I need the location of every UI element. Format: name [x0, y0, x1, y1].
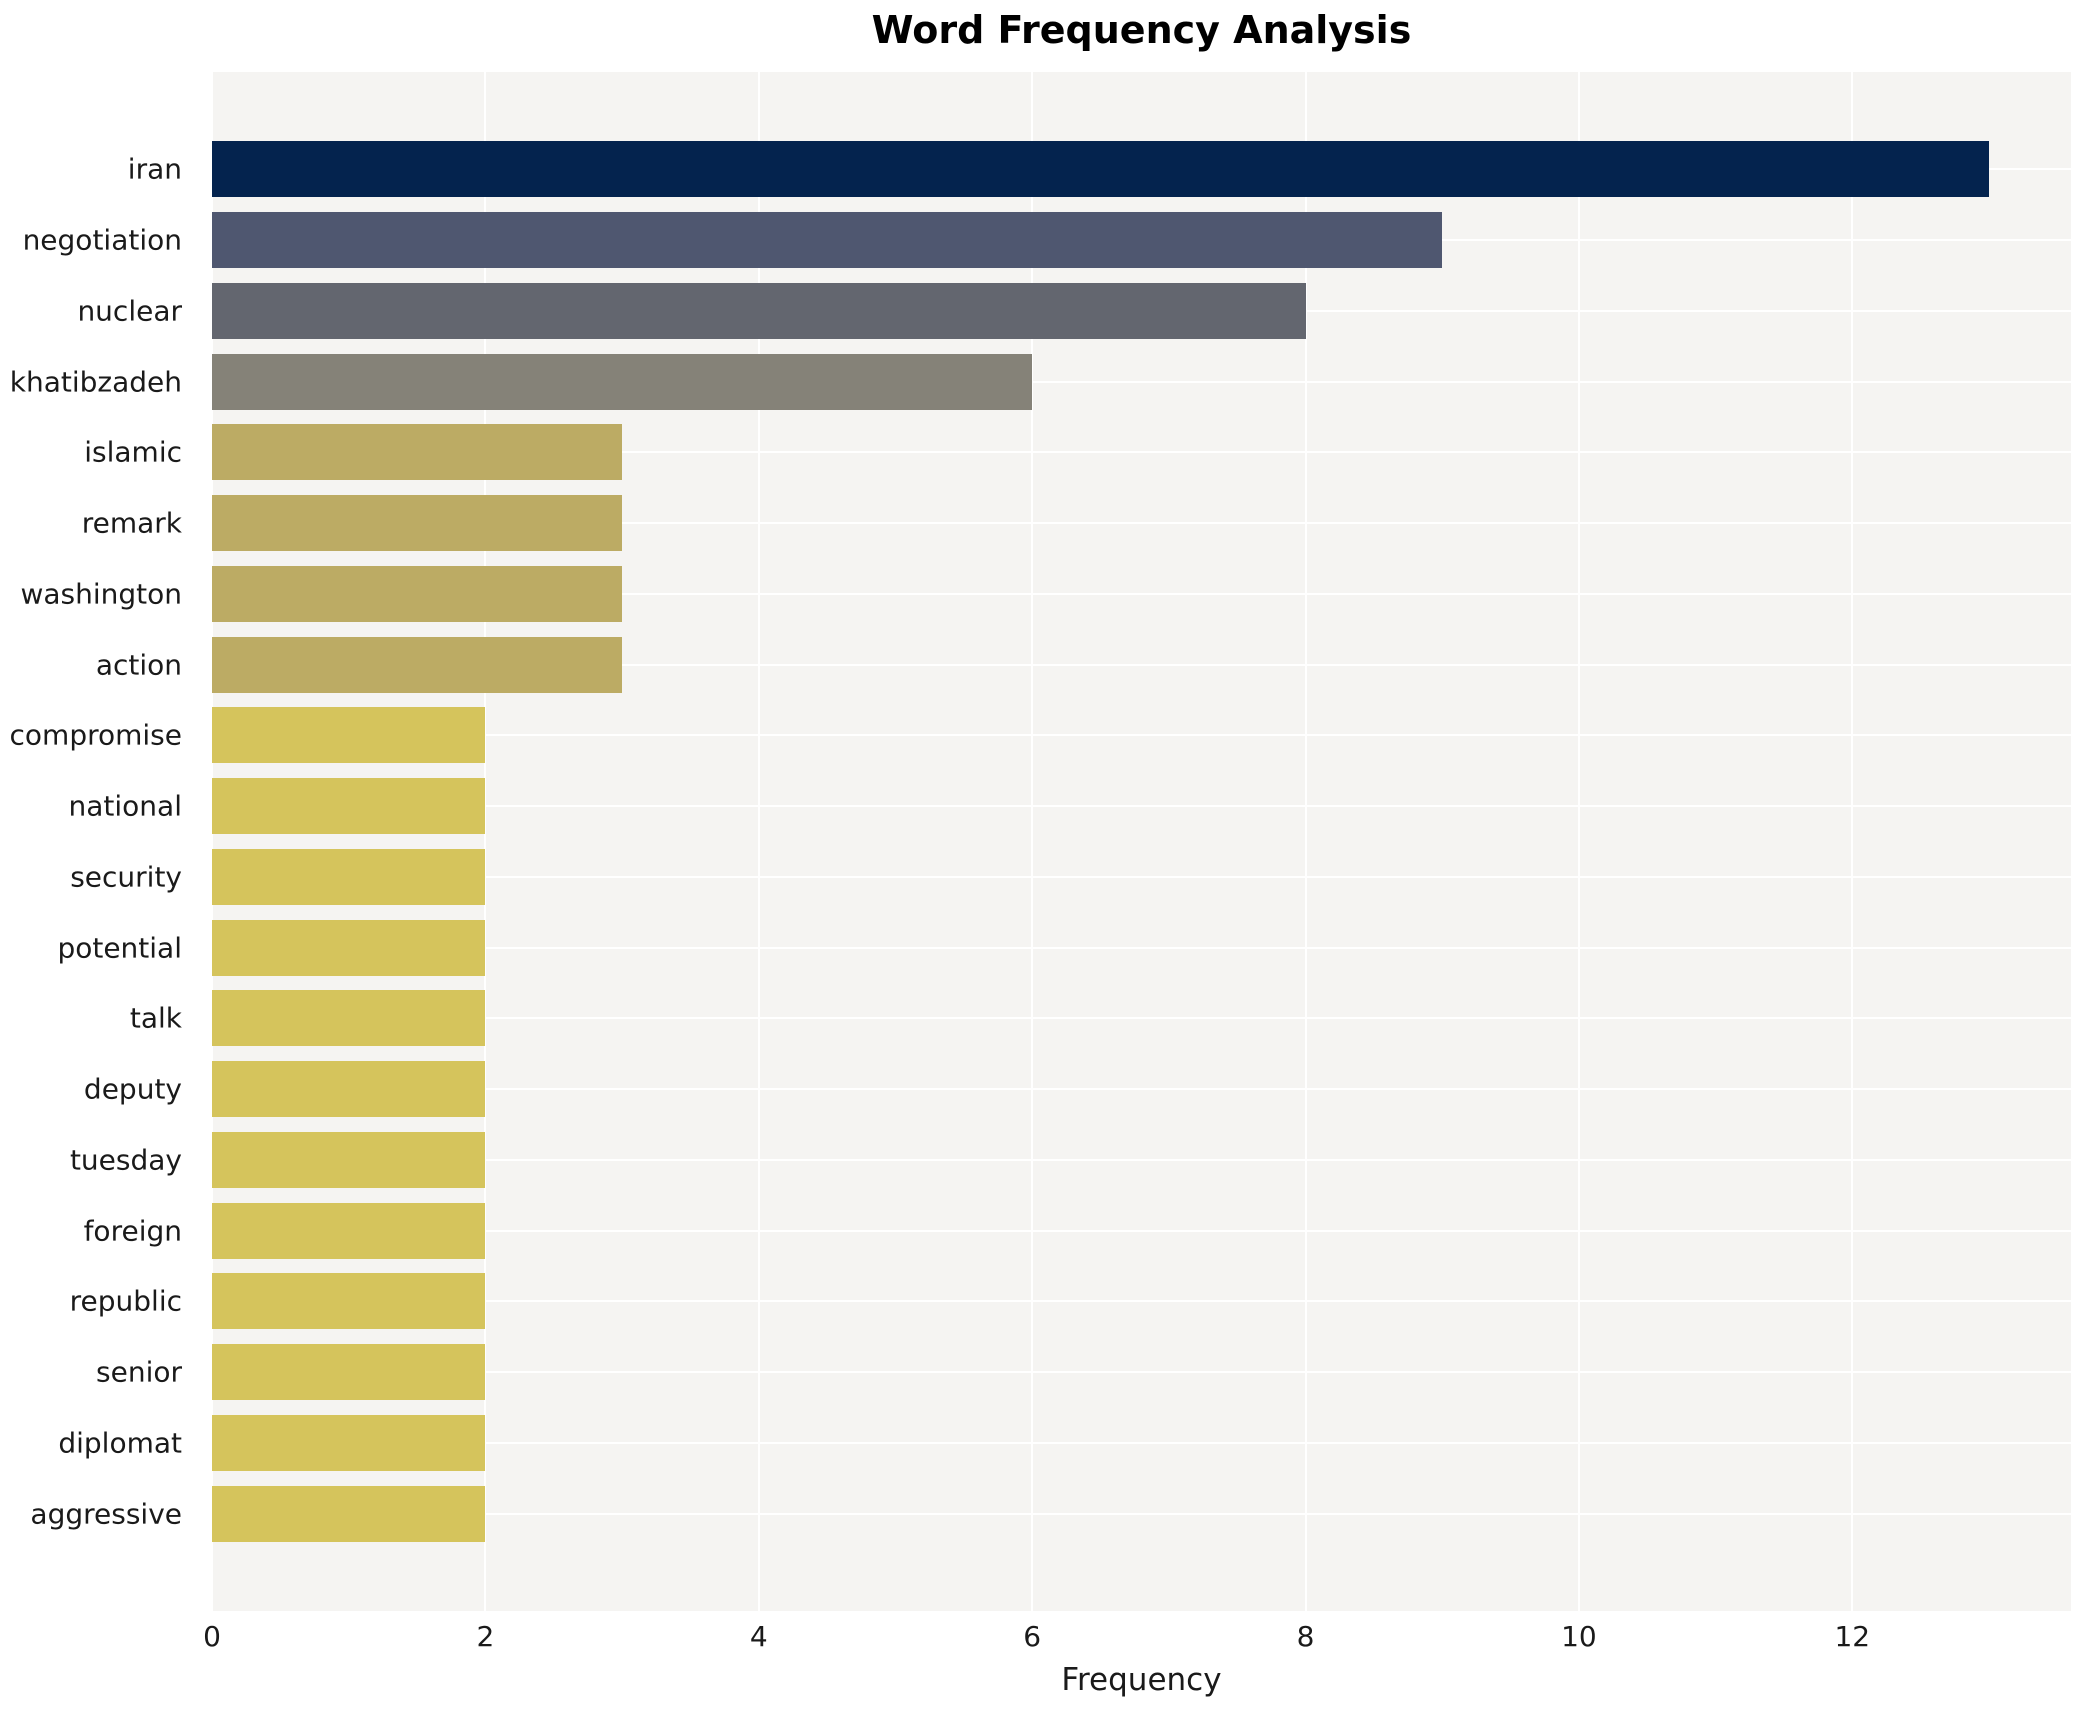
grid-line-horizontal — [212, 663, 2071, 666]
grid-line-vertical — [211, 72, 213, 1611]
grid-line-vertical — [484, 72, 487, 1611]
grid-line-vertical — [1304, 72, 1307, 1611]
grid-line-vertical — [757, 72, 760, 1611]
grid-line-horizontal — [212, 1158, 2071, 1161]
y-tick-label: deputy — [83, 1072, 182, 1106]
bar-security — [212, 848, 486, 905]
grid-line-horizontal — [212, 380, 2071, 383]
y-tick-label: aggressive — [30, 1497, 182, 1531]
plot-area — [211, 72, 2071, 1611]
grid-line-horizontal — [212, 734, 2071, 737]
grid-line-horizontal — [212, 522, 2071, 525]
y-tick-label: senior — [96, 1355, 182, 1389]
x-tick-label: 4 — [749, 1620, 768, 1653]
y-tick-label: talk — [129, 1001, 182, 1035]
y-tick-label: national — [68, 789, 182, 823]
bar-aggressive — [212, 1485, 486, 1542]
y-tick-label: compromise — [9, 718, 182, 752]
chart-title: Word Frequency Analysis — [871, 8, 1412, 52]
grid-line-horizontal — [212, 805, 2071, 808]
bar-compromise — [212, 707, 486, 764]
bar-potential — [212, 919, 486, 976]
grid-line-horizontal — [212, 946, 2071, 949]
grid-line-vertical — [1577, 72, 1580, 1611]
y-tick-label: diplomat — [58, 1426, 182, 1460]
x-tick-label: 0 — [203, 1620, 221, 1653]
grid-line-vertical — [1851, 72, 1854, 1611]
x-tick-label: 8 — [1296, 1620, 1315, 1653]
y-axis-labels: iran negotiation nuclear khatibzadeh islamic… — [0, 72, 196, 1611]
y-tick-label: republic — [69, 1284, 182, 1318]
grid-line-horizontal — [212, 451, 2071, 454]
grid-line-horizontal — [212, 1088, 2071, 1091]
x-tick-label: 10 — [1561, 1620, 1597, 1653]
y-tick-label: tuesday — [69, 1143, 182, 1177]
bar-senior — [212, 1344, 486, 1401]
grid-line-horizontal — [212, 592, 2071, 595]
y-tick-label: action — [95, 648, 182, 682]
bar-iran — [212, 141, 1989, 198]
grid-line-horizontal — [212, 875, 2071, 878]
bar-washington — [212, 565, 623, 622]
y-tick-label: potential — [57, 931, 182, 965]
y-tick-label: negotiation — [22, 223, 182, 257]
y-tick-label: nuclear — [77, 294, 182, 328]
bar-nuclear — [212, 282, 1306, 339]
grid-line-horizontal — [212, 1371, 2071, 1374]
bar-diplomat — [212, 1414, 486, 1471]
y-tick-label: khatibzadeh — [9, 365, 182, 399]
bar-deputy — [212, 1061, 486, 1118]
x-tick-label: 6 — [1023, 1620, 1042, 1653]
grid-line-horizontal — [212, 1441, 2071, 1444]
x-axis-label: Frequency — [1061, 1662, 1222, 1698]
y-tick-label: iran — [127, 152, 182, 186]
grid-line-horizontal — [212, 1017, 2071, 1020]
bar-talk — [212, 990, 486, 1047]
y-tick-label: foreign — [83, 1214, 182, 1248]
bar-foreign — [212, 1202, 486, 1259]
bar-khatibzadeh — [212, 353, 1033, 410]
grid-line-horizontal — [212, 1512, 2071, 1515]
y-tick-label: islamic — [84, 435, 182, 469]
bar-negotiation — [212, 212, 1443, 269]
y-tick-label: remark — [81, 506, 182, 540]
bar-action — [212, 636, 623, 693]
y-tick-label: washington — [20, 577, 182, 611]
bar-republic — [212, 1273, 486, 1330]
bar-islamic — [212, 424, 623, 481]
x-axis-ticks: 0 2 4 6 8 10 12 — [203, 1620, 2071, 1660]
y-tick-label: security — [70, 860, 182, 894]
x-tick-label: 12 — [1834, 1620, 1871, 1653]
grid-line-horizontal — [212, 1300, 2071, 1303]
bar-national — [212, 778, 486, 835]
bar-remark — [212, 495, 623, 552]
grid-line-horizontal — [212, 1229, 2071, 1232]
grid-line-vertical — [1031, 72, 1034, 1611]
x-tick-label: 2 — [476, 1620, 495, 1653]
bar-tuesday — [212, 1131, 486, 1188]
